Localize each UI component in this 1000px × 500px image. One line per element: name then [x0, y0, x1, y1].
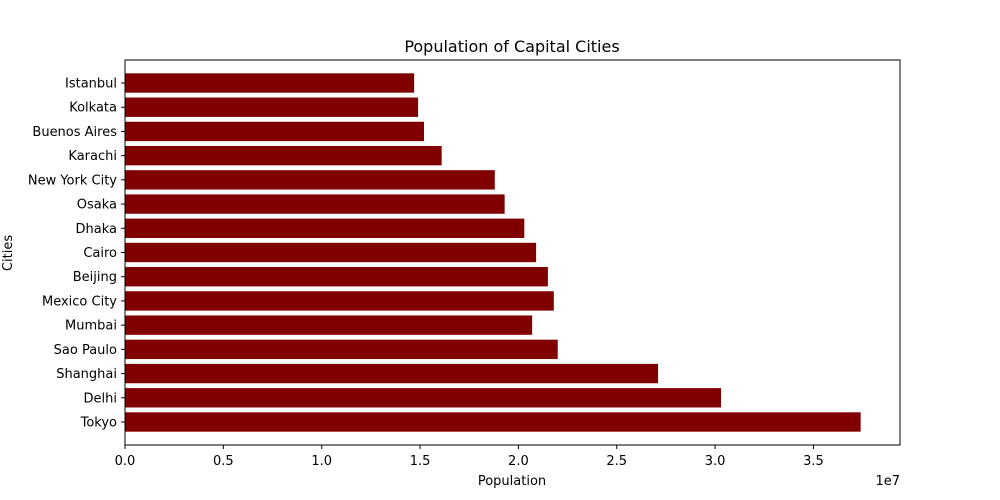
x-tick-label: 1.0 [311, 454, 332, 469]
bar-buenos-aires [125, 121, 424, 142]
y-tick-label: Tokyo [80, 415, 117, 430]
x-axis-ticks: 0.0 0.5 1.0 1.5 2.0 2.5 3.0 3.5 [115, 445, 824, 469]
y-tick-label: Dhaka [76, 222, 117, 237]
y-tick-label: Karachi [68, 149, 117, 164]
bar-istanbul [125, 73, 415, 93]
x-tick-label: 0.0 [115, 454, 136, 469]
y-tick-label: Buenos Aires [32, 125, 117, 140]
y-tick-label: New York City [28, 173, 117, 188]
bar-karachi [125, 145, 442, 166]
y-tick-label: Kolkata [69, 101, 117, 116]
y-tick-label: Delhi [84, 391, 117, 406]
x-tick-label: 2.0 [508, 454, 529, 469]
bar-new-york-city [125, 170, 495, 190]
x-tick-label: 1.5 [410, 454, 431, 469]
x-axis-label: Population [478, 474, 546, 489]
y-tick-label: Shanghai [56, 367, 117, 382]
bar-dhaka [125, 218, 525, 238]
x-axis-offset-label: 1e7 [875, 474, 900, 489]
y-tick-label: Mexico City [42, 294, 117, 309]
y-tick-label: Mumbai [65, 319, 117, 334]
bar-mumbai [125, 315, 533, 335]
x-tick-label: 2.5 [606, 454, 627, 469]
bar-mexico-city [125, 291, 554, 311]
x-tick-label: 3.0 [705, 454, 726, 469]
y-tick-label: Osaka [77, 198, 117, 213]
y-tick-label: Sao Paulo [54, 343, 117, 358]
bar-sao-paulo [125, 339, 558, 360]
y-tick-label: Cairo [83, 246, 117, 261]
x-tick-label: 3.5 [803, 454, 824, 469]
bar-shanghai [125, 363, 659, 384]
bar-delhi [125, 388, 722, 408]
bar-osaka [125, 194, 505, 214]
bar-cairo [125, 242, 537, 263]
y-tick-label: Beijing [73, 270, 117, 285]
y-tick-label: Istanbul [65, 77, 117, 92]
y-axis-label: Cities [1, 235, 16, 271]
bar-tokyo [125, 412, 861, 432]
chart-title: Population of Capital Cities [404, 37, 619, 56]
x-tick-label: 0.5 [213, 454, 234, 469]
bar-kolkata [125, 97, 419, 117]
y-axis-ticks: Tokyo Delhi Shanghai Sao Paulo Mumbai Mexico … [28, 77, 125, 430]
bars-group [125, 73, 861, 432]
bar-beijing [125, 267, 548, 287]
plot-frame [124, 59, 901, 446]
